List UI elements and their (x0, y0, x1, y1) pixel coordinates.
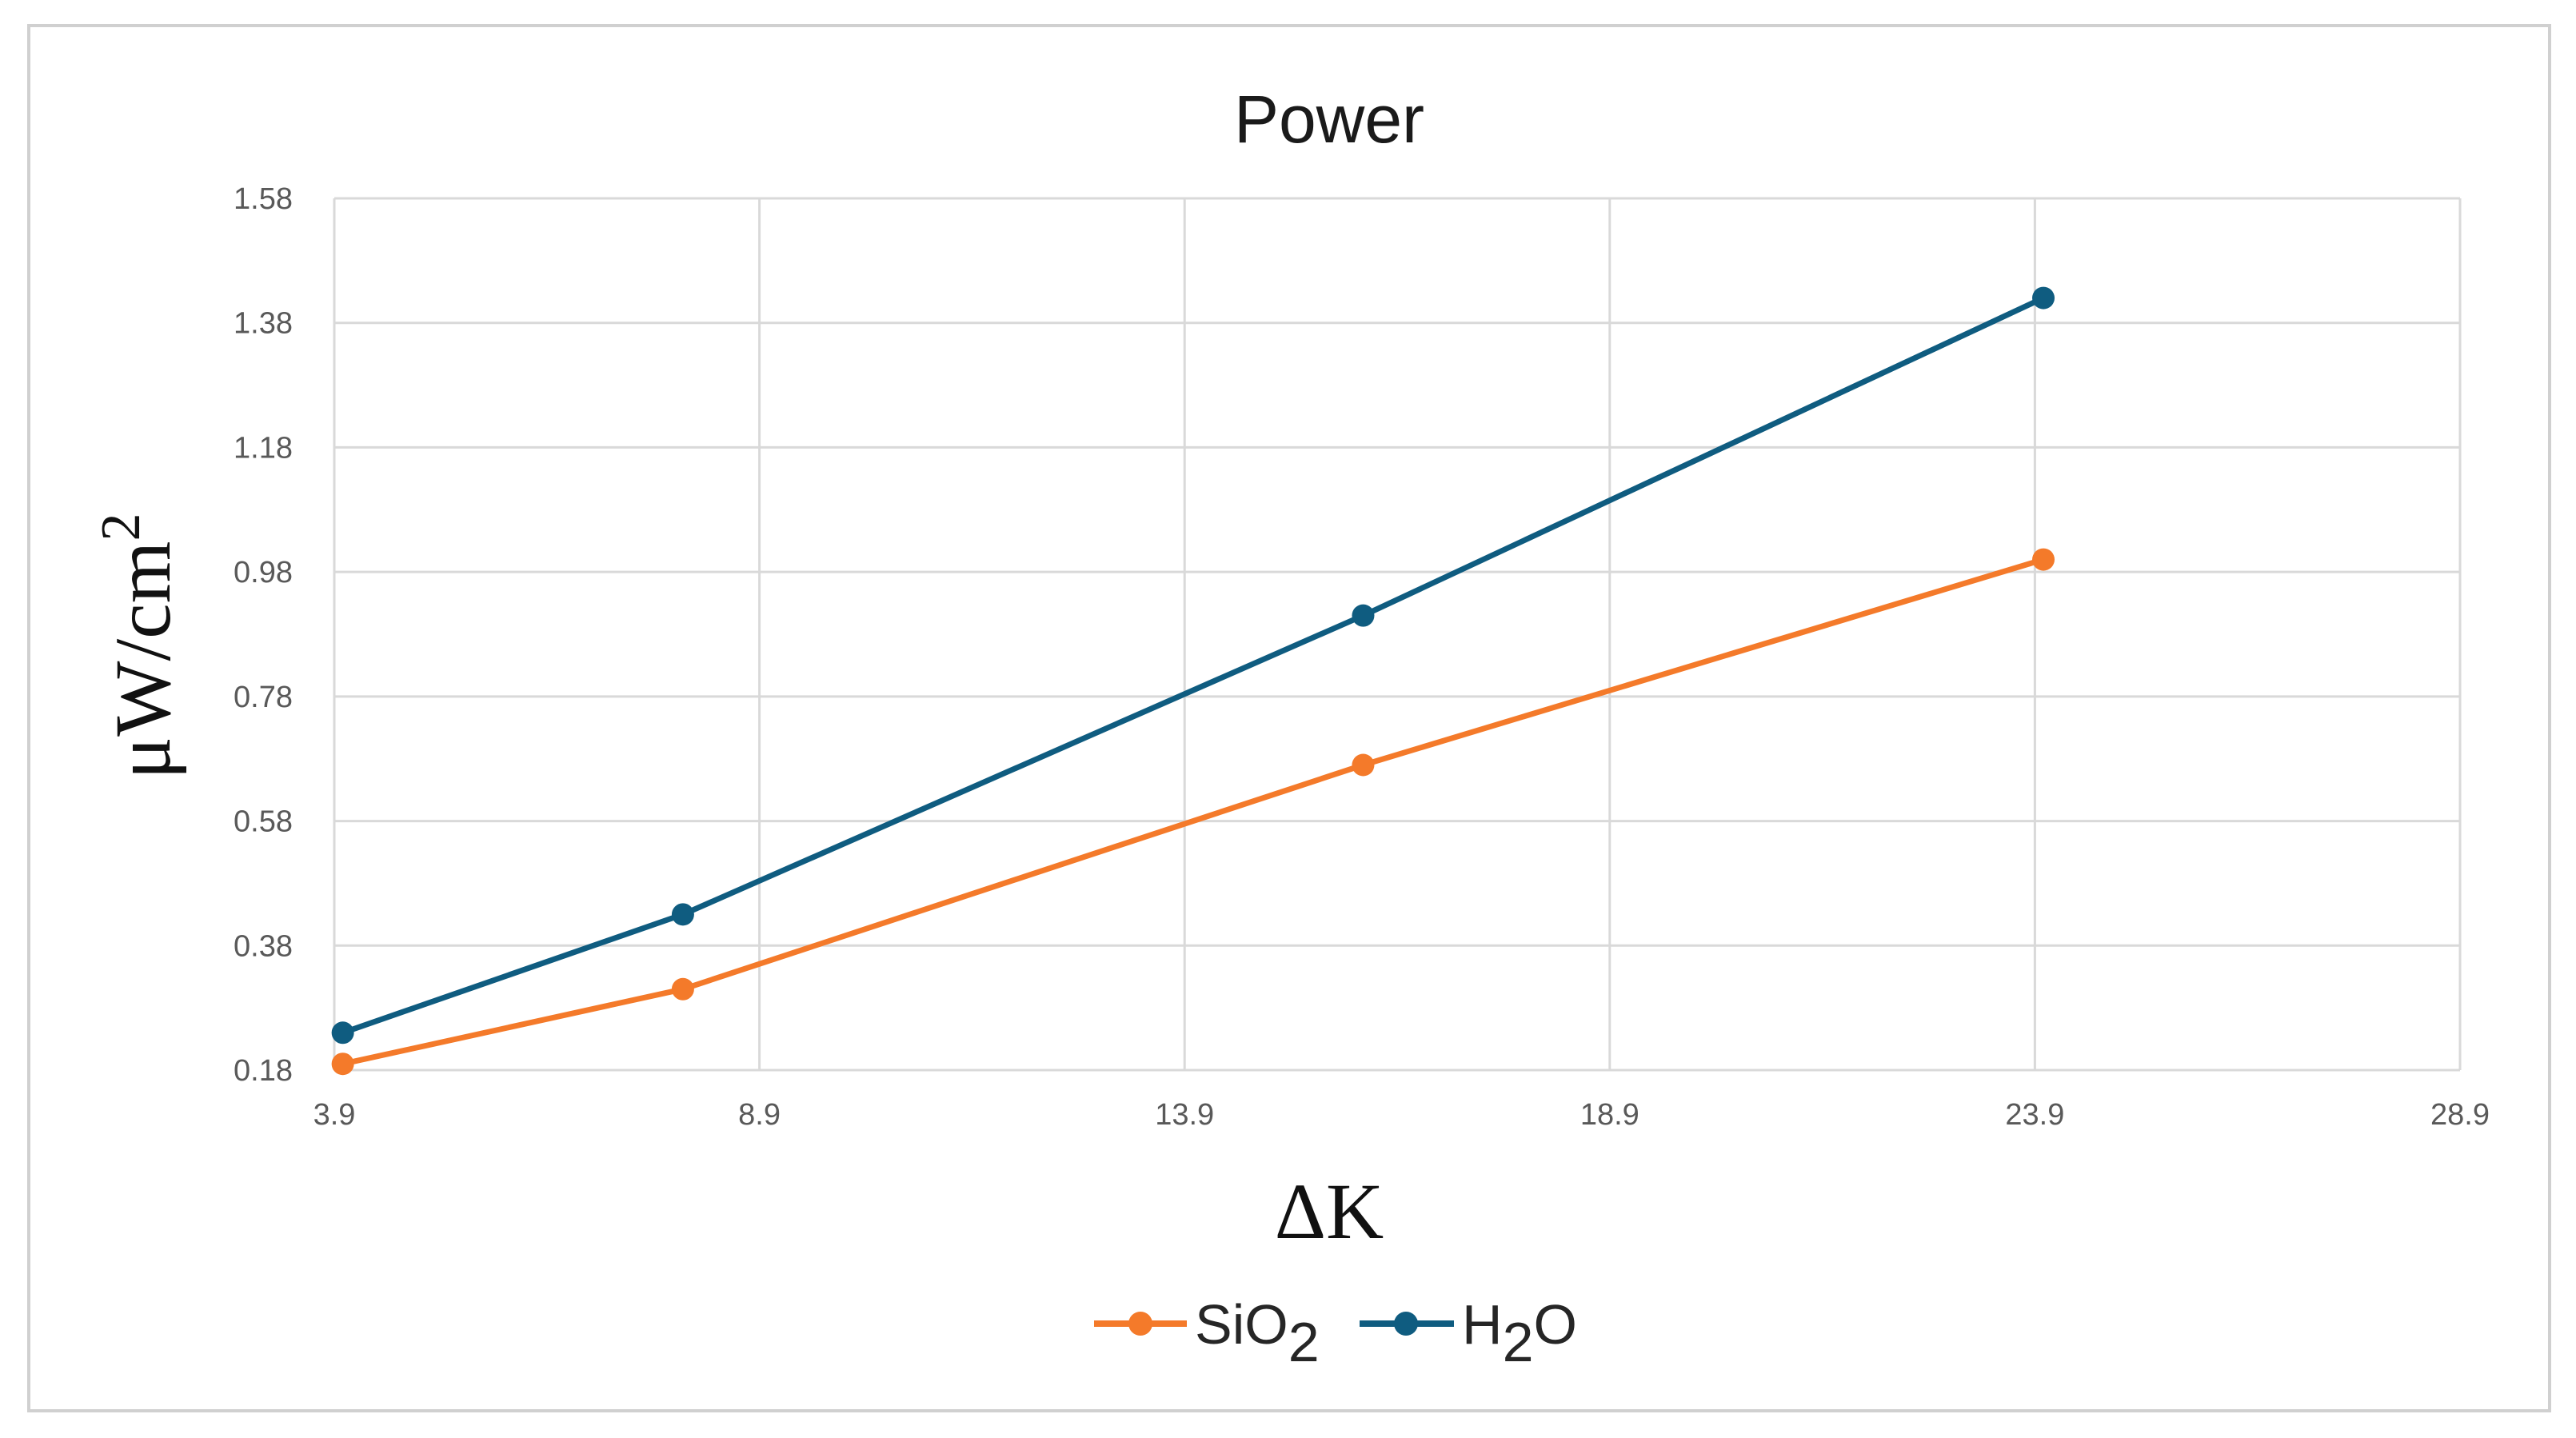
y-axis-title-main: μW/cm (98, 541, 187, 780)
legend-marker-h2o (1394, 1312, 1418, 1336)
data-point[interactable] (2032, 286, 2055, 310)
chart-title: Power (1234, 82, 1424, 157)
y-tick-label: 0.98 (234, 556, 293, 589)
legend-label-sio2: SiO2 (1195, 1293, 1320, 1373)
chart-border (27, 24, 2551, 1412)
x-axis-ticks: 3.9 8.9 13.9 18.9 23.9 28.9 (314, 1098, 2490, 1132)
data-point[interactable] (1352, 604, 1375, 627)
legend-item-sio2[interactable]: SiO2 (1094, 1293, 1320, 1373)
y-tick-label: 0.38 (234, 929, 293, 963)
series-group (331, 286, 2055, 1076)
data-point[interactable] (671, 977, 694, 1001)
data-point[interactable] (1352, 753, 1375, 777)
x-tick-label: 13.9 (1155, 1098, 1214, 1132)
legend-label-h2o-base: H (1462, 1293, 1503, 1356)
x-tick-label: 8.9 (738, 1098, 781, 1132)
legend: SiO2 H2O (1094, 1293, 1577, 1373)
y-tick-label: 0.18 (234, 1054, 293, 1088)
x-tick-label: 18.9 (1580, 1098, 1639, 1132)
legend-marker-sio2 (1128, 1312, 1152, 1336)
y-axis-title-superscript: 2 (90, 513, 152, 541)
legend-item-h2o[interactable]: H2O (1360, 1293, 1577, 1373)
y-tick-label: 0.58 (234, 805, 293, 839)
y-tick-label: 1.18 (234, 431, 293, 465)
x-tick-label: 3.9 (314, 1098, 356, 1132)
series-line (340, 295, 2047, 1036)
legend-label-sio2-subscript: 2 (1288, 1311, 1320, 1373)
legend-label-h2o-subscript: 2 (1503, 1311, 1534, 1373)
x-tick-label: 28.9 (2430, 1098, 2490, 1132)
legend-label-h2o-tail: O (1534, 1293, 1577, 1356)
y-axis-ticks: 1.58 1.38 1.18 0.98 0.78 0.58 0.38 0.18 (234, 182, 293, 1088)
legend-label-sio2-base: SiO (1195, 1293, 1288, 1356)
data-point[interactable] (671, 903, 694, 926)
y-axis-title: μW/cm2 (90, 513, 187, 780)
x-axis-title: ΔK (1275, 1167, 1384, 1256)
y-tick-label: 1.58 (234, 182, 293, 216)
x-tick-label: 23.9 (2005, 1098, 2064, 1132)
data-point[interactable] (331, 1021, 354, 1045)
legend-label-h2o: H2O (1462, 1293, 1577, 1373)
data-point[interactable] (331, 1053, 354, 1076)
data-point[interactable] (2032, 548, 2055, 571)
y-tick-label: 0.78 (234, 681, 293, 714)
series-line (340, 557, 2047, 1067)
y-tick-label: 1.38 (234, 307, 293, 341)
grid (333, 197, 2462, 1072)
